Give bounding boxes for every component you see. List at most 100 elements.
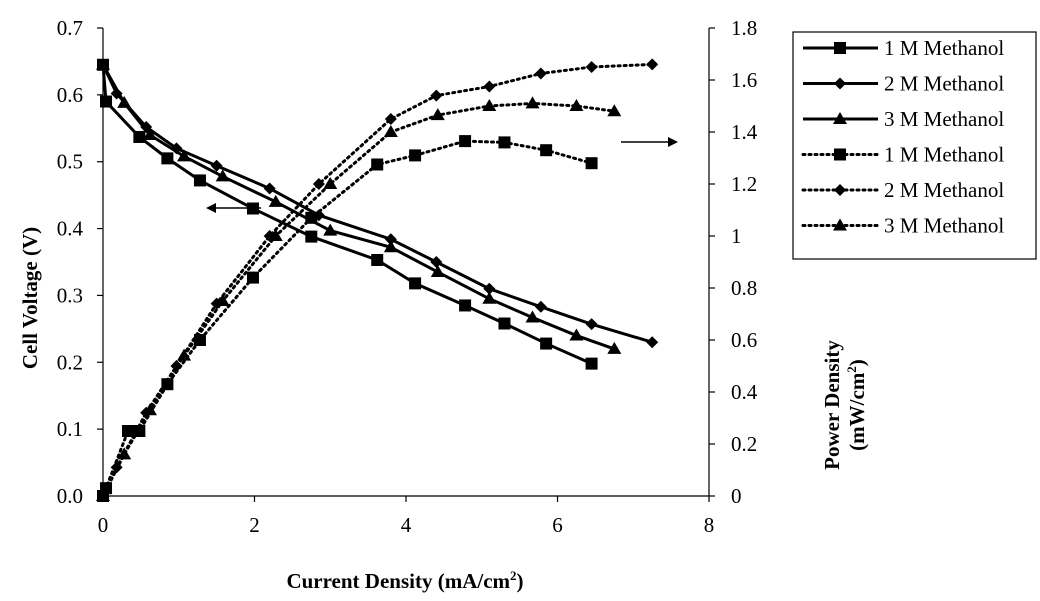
y2-tick-label: 1.4	[731, 120, 758, 144]
legend-label: 1 M Methanol	[884, 36, 1004, 60]
legend-label: 3 M Methanol	[884, 214, 1004, 238]
square-marker	[834, 42, 846, 54]
diamond-marker	[312, 178, 325, 190]
triangle-marker	[96, 57, 110, 70]
diamond-marker	[384, 233, 397, 246]
triangle-marker	[430, 108, 445, 121]
diamond-marker	[834, 184, 846, 196]
triangle-marker	[482, 291, 497, 304]
legend-label: 1 M Methanol	[884, 143, 1004, 167]
diamond-marker	[430, 89, 443, 102]
y-axis-title: Cell Voltage (V)	[18, 227, 42, 369]
y-tick-label: 0.2	[57, 350, 83, 374]
series-line	[101, 139, 594, 498]
x-tick-label: 4	[401, 513, 412, 537]
legend-entry: 1 M Methanol	[801, 143, 1004, 167]
diamond-marker	[483, 282, 496, 295]
diamond-marker	[585, 61, 598, 73]
legend-entry: 3 M Methanol	[801, 214, 1004, 238]
diamond-marker	[263, 182, 276, 195]
square-marker	[305, 230, 318, 243]
triangle-marker	[117, 447, 132, 460]
y-tick-label: 0.5	[57, 150, 83, 174]
y2-tick-label: 0.8	[731, 276, 757, 300]
legend-label: 3 M Methanol	[884, 107, 1004, 131]
y-tick-label: 0.3	[57, 283, 83, 307]
square-marker	[409, 277, 422, 290]
triangle-marker	[215, 169, 230, 182]
square-marker	[585, 157, 598, 170]
diamond-marker	[646, 58, 659, 71]
triangle-marker	[323, 177, 338, 189]
series-5-right-diamond	[97, 58, 659, 502]
square-marker	[540, 337, 553, 350]
y2-axis-title: Power Density (mW/cm2)	[820, 340, 869, 470]
triangle-marker	[569, 99, 584, 111]
triangle-marker	[383, 240, 398, 253]
y-tick-label: 0.4	[57, 217, 84, 241]
triangle-marker	[607, 341, 622, 354]
diamond-marker	[430, 256, 443, 268]
triangle-marker	[215, 294, 230, 306]
triangle-marker	[323, 223, 338, 236]
diamond-marker	[834, 77, 846, 90]
diamond-marker	[384, 113, 397, 125]
series-line	[101, 101, 616, 498]
legend-entry: 2 M Methanol	[803, 72, 1004, 96]
triangle-marker	[525, 310, 540, 323]
x-tick-label: 6	[552, 513, 563, 537]
x-axis-title: Current Density (mA/cm2)	[286, 568, 523, 593]
triangle-marker	[268, 229, 283, 241]
square-marker	[409, 149, 422, 162]
square-marker	[246, 271, 259, 284]
square-marker	[121, 425, 134, 437]
triangle-marker	[430, 265, 445, 278]
diamond-marker	[140, 120, 153, 133]
square-marker	[459, 299, 472, 312]
square-marker	[371, 158, 384, 171]
triangle-marker	[117, 95, 132, 108]
triangle-marker	[177, 149, 192, 162]
triangle-marker	[177, 348, 192, 361]
series-4-right-square	[97, 135, 598, 502]
y-tick-label: 0.6	[57, 83, 83, 107]
series-line	[101, 64, 593, 365]
right-axis-arrow-icon	[621, 137, 678, 147]
y2-tick-label: 1.6	[731, 68, 757, 92]
y2-axis-title-line1: Power Density	[820, 340, 844, 470]
square-marker	[585, 357, 598, 370]
triangle-marker	[268, 194, 283, 207]
triangle-marker	[607, 104, 622, 117]
left-axis-arrow-icon	[206, 203, 261, 213]
triangle-marker	[482, 99, 497, 111]
legend-label: 2 M Methanol	[884, 72, 1004, 96]
square-marker	[540, 144, 553, 157]
x-tick-label: 0	[98, 513, 109, 537]
y2-tick-label: 0	[731, 484, 742, 508]
y2-axis-title-line2: (mW/cm2)	[844, 359, 869, 451]
triangle-marker	[142, 127, 157, 140]
y2-tick-label: 0.4	[731, 380, 758, 404]
series-1-left-square	[97, 58, 598, 370]
y-tick-label: 0.1	[57, 417, 83, 441]
legend-entry: 1 M Methanol	[803, 36, 1004, 60]
series-line	[101, 62, 654, 498]
square-marker	[498, 136, 511, 149]
series-3-left-triangle	[96, 57, 622, 354]
x-tick-label: 8	[704, 513, 715, 537]
square-marker	[161, 152, 174, 165]
series-6-right-triangle	[96, 96, 622, 501]
square-marker	[498, 317, 511, 330]
triangle-marker	[833, 218, 847, 231]
triangle-marker	[96, 489, 110, 501]
y2-tick-label: 1.2	[731, 172, 757, 196]
y2-tick-label: 1.8	[731, 16, 757, 40]
square-marker	[193, 174, 206, 187]
x-tick-label: 2	[249, 513, 260, 537]
series-2-left-diamond	[97, 58, 659, 349]
triangle-marker	[383, 125, 398, 137]
square-marker	[305, 211, 318, 224]
y2-tick-label: 0.2	[731, 432, 757, 456]
legend-entry: 2 M Methanol	[801, 178, 1004, 202]
